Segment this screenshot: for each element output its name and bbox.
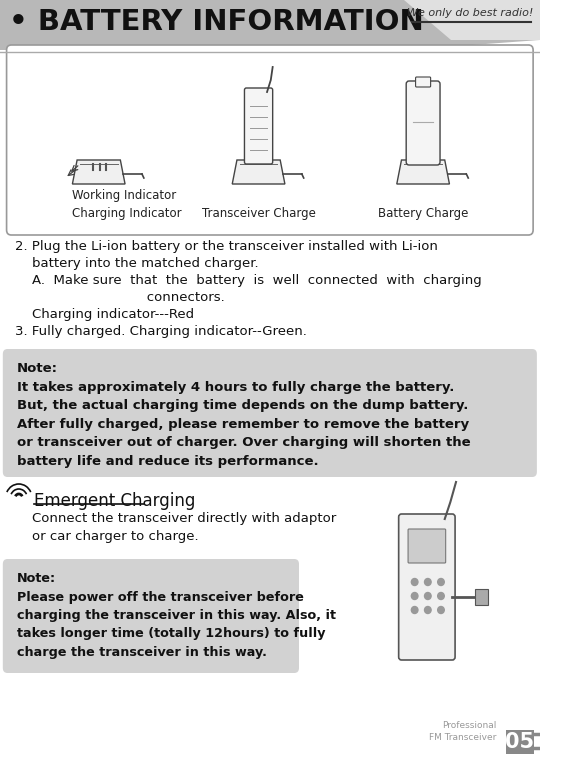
Text: But, the actual charging time depends on the dump battery.: But, the actual charging time depends on… [17, 399, 468, 412]
Text: Connect the transceiver directly with adaptor: Connect the transceiver directly with ad… [15, 512, 336, 525]
Circle shape [438, 578, 444, 585]
Text: After fully charged, please remember to remove the battery: After fully charged, please remember to … [17, 418, 469, 431]
Text: Emergent Charging: Emergent Charging [34, 492, 195, 510]
Text: Working Indicator
Charging Indicator: Working Indicator Charging Indicator [72, 189, 182, 220]
Text: Transceiver Charge: Transceiver Charge [201, 207, 316, 220]
Text: Note:: Note: [17, 362, 58, 375]
FancyBboxPatch shape [6, 45, 533, 235]
FancyBboxPatch shape [399, 514, 455, 660]
Text: • BATTERY INFORMATION: • BATTERY INFORMATION [9, 8, 424, 36]
Text: charge the transceiver in this way.: charge the transceiver in this way. [17, 646, 267, 659]
Text: It takes approximately 4 hours to fully charge the battery.: It takes approximately 4 hours to fully … [17, 380, 454, 393]
FancyBboxPatch shape [3, 349, 537, 477]
Text: A.  Make sure  that  the  battery  is  well  connected  with  charging: A. Make sure that the battery is well co… [15, 274, 482, 287]
FancyBboxPatch shape [408, 529, 445, 563]
Circle shape [425, 593, 431, 600]
Text: battery into the matched charger.: battery into the matched charger. [15, 257, 259, 270]
Circle shape [438, 607, 444, 613]
Text: connectors.: connectors. [15, 291, 225, 304]
Text: 05: 05 [505, 732, 534, 752]
FancyBboxPatch shape [406, 81, 440, 165]
Polygon shape [397, 160, 449, 184]
Polygon shape [72, 160, 125, 184]
Text: Battery Charge: Battery Charge [378, 207, 468, 220]
Circle shape [425, 607, 431, 613]
Polygon shape [232, 160, 285, 184]
Text: or transceiver out of charger. Over charging will shorten the: or transceiver out of charger. Over char… [17, 436, 471, 449]
Circle shape [412, 607, 418, 613]
Text: takes longer time (totally 12hours) to fully: takes longer time (totally 12hours) to f… [17, 627, 325, 641]
FancyBboxPatch shape [475, 589, 488, 605]
Text: Professional
FM Transceiver: Professional FM Transceiver [429, 721, 497, 742]
FancyBboxPatch shape [506, 730, 534, 754]
FancyBboxPatch shape [416, 77, 430, 87]
FancyBboxPatch shape [3, 559, 299, 673]
Text: or car charger to charge.: or car charger to charge. [15, 530, 199, 543]
Polygon shape [0, 0, 540, 50]
Circle shape [412, 593, 418, 600]
Circle shape [438, 593, 444, 600]
Text: Note:: Note: [17, 572, 56, 585]
Text: Charging indicator---Red: Charging indicator---Red [15, 308, 194, 321]
Text: We only do best radio!: We only do best radio! [407, 8, 533, 18]
Text: charging the transceiver in this way. Also, it: charging the transceiver in this way. Al… [17, 609, 336, 622]
Text: 3. Fully charged. Charging indicator--Green.: 3. Fully charged. Charging indicator--Gr… [15, 325, 307, 338]
Text: Please power off the transceiver before: Please power off the transceiver before [17, 591, 304, 604]
FancyBboxPatch shape [245, 88, 273, 164]
Text: battery life and reduce its performance.: battery life and reduce its performance. [17, 454, 319, 468]
Text: 2. Plug the Li-ion battery or the transceiver installed with Li-ion: 2. Plug the Li-ion battery or the transc… [15, 240, 438, 253]
Circle shape [412, 578, 418, 585]
Polygon shape [404, 0, 540, 40]
Circle shape [425, 578, 431, 585]
